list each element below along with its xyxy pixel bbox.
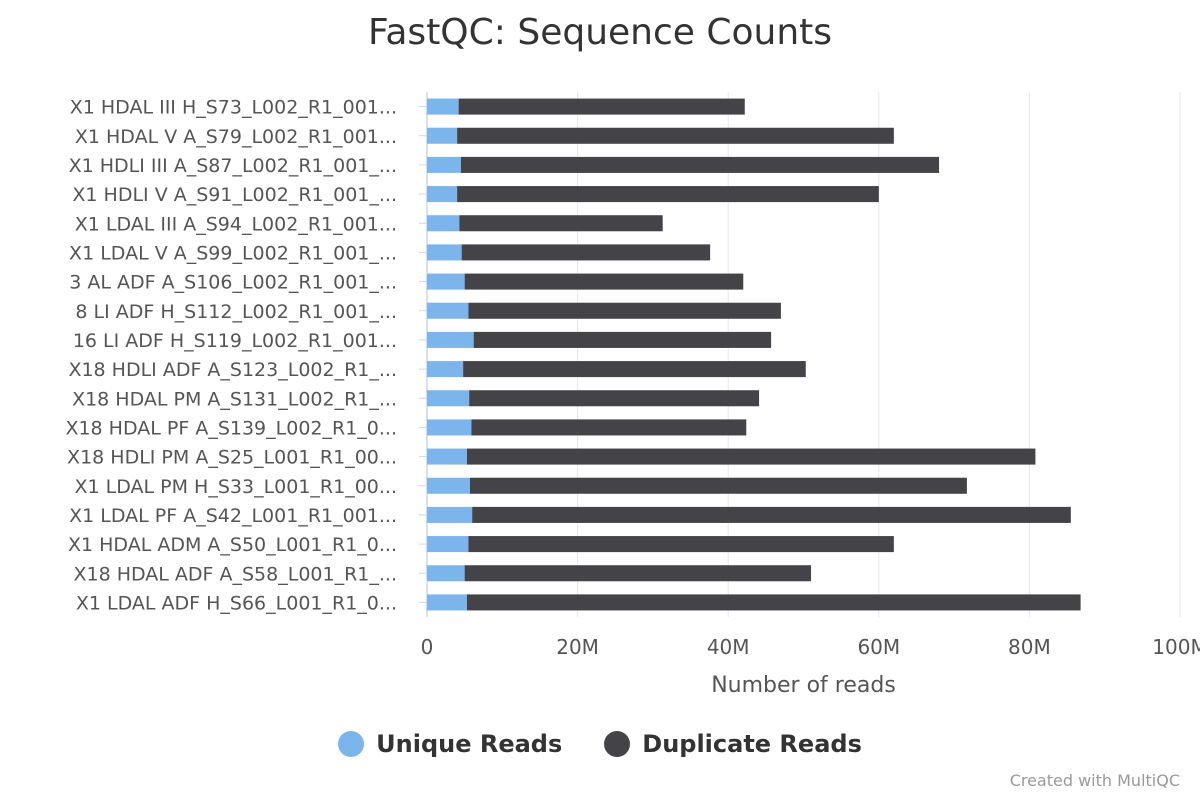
bar-duplicate-reads xyxy=(471,419,747,436)
y-category-label: X18 HDAL ADF A_S58_L001_R1_... xyxy=(73,563,397,585)
bar-unique-reads xyxy=(427,390,470,407)
x-tick-label: 40M xyxy=(707,635,750,659)
legend-item-unique[interactable]: Unique Reads xyxy=(338,730,562,758)
bar-unique-reads xyxy=(427,302,469,319)
bar-unique-reads xyxy=(427,186,458,203)
y-category-label: X1 HDAL ADM A_S50_L001_R1_0... xyxy=(68,534,397,556)
bar-unique-reads xyxy=(427,273,465,290)
bar-unique-reads xyxy=(427,215,460,232)
y-category-label: X1 LDAL ADF H_S66_L001_R1_0... xyxy=(76,592,397,614)
bar-duplicate-reads xyxy=(466,448,1036,465)
bar-duplicate-reads xyxy=(457,127,894,144)
bar-unique-reads xyxy=(427,244,462,261)
bar-duplicate-reads xyxy=(457,186,879,203)
bar-unique-reads xyxy=(427,565,465,582)
y-category-label: X18 HDLI PM A_S25_L001_R1_00... xyxy=(67,447,397,469)
legend-item-duplicate[interactable]: Duplicate Reads xyxy=(604,730,862,758)
bar-duplicate-reads xyxy=(460,156,940,173)
bar-unique-reads xyxy=(427,448,467,465)
bar-unique-reads xyxy=(427,156,461,173)
bar-duplicate-reads xyxy=(466,594,1081,611)
y-category-label: X18 HDAL PF A_S139_L002_R1_0... xyxy=(65,417,397,439)
y-category-label: X1 HDLI V A_S91_L002_R1_001_... xyxy=(72,184,397,206)
x-tick-label: 100M xyxy=(1152,635,1200,659)
bar-duplicate-reads xyxy=(469,390,760,407)
x-tick-label: 80M xyxy=(1008,635,1051,659)
bar-unique-reads xyxy=(427,506,473,523)
legend-label-unique: Unique Reads xyxy=(376,730,563,758)
bar-duplicate-reads xyxy=(472,506,1071,523)
bar-duplicate-reads xyxy=(464,273,744,290)
y-category-label: 3 AL ADF A_S106_L002_R1_001_... xyxy=(69,272,397,294)
y-category-label: X1 HDLI III A_S87_L002_R1_001_... xyxy=(69,155,397,177)
y-category-label: X1 LDAL PM H_S33_L001_R1_00... xyxy=(75,476,398,498)
bar-unique-reads xyxy=(427,331,474,348)
y-category-label: X18 HDLI ADF A_S123_L002_R1_... xyxy=(68,359,397,381)
bar-duplicate-reads xyxy=(463,361,806,378)
y-category-label: 16 LI ADF H_S119_L002_R1_001... xyxy=(73,330,397,352)
bar-unique-reads xyxy=(427,594,467,611)
unique-reads-swatch xyxy=(338,731,365,757)
y-category-label: X1 LDAL PF A_S42_L001_R1_001... xyxy=(69,505,397,527)
bar-unique-reads xyxy=(427,419,472,436)
bar-duplicate-reads xyxy=(461,244,711,261)
y-category-label: X1 HDAL V A_S79_L002_R1_001... xyxy=(75,126,397,148)
x-axis-title: Number of reads xyxy=(711,673,896,698)
bar-duplicate-reads xyxy=(473,331,772,348)
legend: Unique Reads Duplicate Reads xyxy=(0,730,1200,758)
credits-link[interactable]: Created with MultiQC xyxy=(1009,771,1180,790)
bar-duplicate-reads xyxy=(459,215,663,232)
x-tick-label: 60M xyxy=(857,635,900,659)
bar-duplicate-reads xyxy=(468,302,781,319)
y-category-label: X1 LDAL V A_S99_L002_R1_001_... xyxy=(69,242,397,264)
y-category-label: X1 HDAL III H_S73_L002_R1_001... xyxy=(70,97,397,119)
y-category-label: 8 LI ADF H_S112_L002_R1_001_... xyxy=(75,301,397,323)
duplicate-reads-swatch xyxy=(604,731,631,757)
bar-unique-reads xyxy=(427,127,458,144)
bar-unique-reads xyxy=(427,477,470,494)
bar-unique-reads xyxy=(427,98,459,115)
legend-label-duplicate: Duplicate Reads xyxy=(642,730,862,758)
bar-unique-reads xyxy=(427,536,469,553)
x-tick-label: 0 xyxy=(421,635,434,659)
x-tick-label: 20M xyxy=(556,635,599,659)
chart-title: FastQC: Sequence Counts xyxy=(367,12,833,53)
bar-unique-reads xyxy=(427,361,464,378)
bar-duplicate-reads xyxy=(458,98,745,115)
y-category-label: X18 HDAL PM A_S131_L002_R1_... xyxy=(72,388,397,410)
y-category-label: X1 LDAL III A_S94_L002_R1_001... xyxy=(75,213,397,235)
bar-duplicate-reads xyxy=(464,565,812,582)
bar-duplicate-reads xyxy=(468,536,894,553)
bar-duplicate-reads xyxy=(469,477,967,494)
